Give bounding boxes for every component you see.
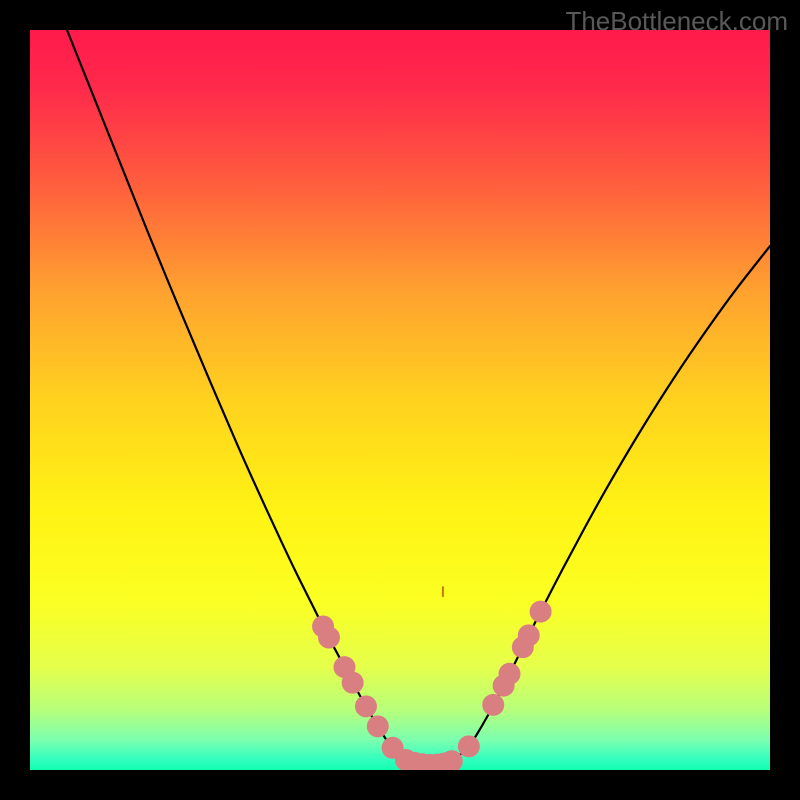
curve-marker [499, 663, 521, 685]
curve-marker [318, 627, 340, 649]
curve-marker [441, 750, 463, 772]
curve-marker [482, 694, 504, 716]
curve-marker [367, 715, 389, 737]
chart-container: TheBottleneck.com [0, 0, 800, 800]
bottleneck-chart [0, 0, 800, 800]
curve-marker [458, 735, 480, 757]
curve-marker [355, 695, 377, 717]
curve-marker [518, 624, 540, 646]
watermark-text: TheBottleneck.com [565, 6, 788, 37]
curve-marker [342, 672, 364, 694]
curve-marker [530, 601, 552, 623]
